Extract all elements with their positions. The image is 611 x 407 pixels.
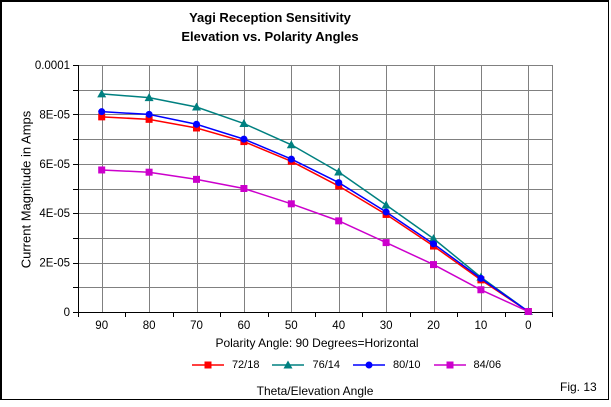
legend-marker-circle-icon: [353, 361, 385, 369]
series-marker-72/18: [145, 115, 153, 123]
x-tick-label: 50: [285, 320, 298, 332]
series-marker-84/06: [145, 168, 153, 176]
chart-title: Yagi Reception Sensitivity Elevation vs.…: [78, 8, 462, 46]
x-tick-label: 70: [190, 320, 203, 332]
series-marker-80/10: [477, 274, 485, 282]
legend-marker-square-icon: [191, 361, 224, 369]
y-tick-label: 8E-05: [39, 109, 70, 121]
series-marker-80/10: [382, 208, 390, 216]
y-tick-label: 0: [64, 307, 70, 319]
x-tick-label: 20: [427, 320, 440, 332]
series-marker-80/10: [287, 155, 295, 163]
series-marker-72/18: [193, 124, 200, 132]
series-marker-84/06: [287, 200, 295, 208]
series-marker-80/10: [193, 120, 200, 128]
series-marker-80/10: [98, 108, 106, 116]
series-marker-72/18: [98, 113, 106, 121]
x-tick-label: 30: [380, 320, 393, 332]
chart-title-line2: Elevation vs. Polarity Angles: [181, 29, 359, 44]
legend-marker-square-icon: [433, 361, 466, 369]
series-marker-84/06: [382, 239, 390, 247]
y-tick-label: 4E-05: [39, 208, 70, 220]
series-line-72/18: [101, 116, 529, 313]
series-marker-76/14: [286, 140, 296, 149]
y-tick-label: 0.0001: [35, 60, 70, 72]
series-line-76/14: [101, 93, 529, 313]
chart-border: [0, 0, 609, 400]
series-line-84/06: [101, 169, 529, 313]
legend: 72/18 76/14 80/10 84/06: [130, 359, 562, 371]
chart-title-line1: Yagi Reception Sensitivity: [189, 10, 351, 25]
x-tick-label: 90: [95, 320, 108, 332]
series-marker-76/14: [429, 234, 438, 243]
series-marker-84/06: [240, 185, 248, 192]
series-marker-80/10: [145, 110, 153, 118]
x-tick-label: 40: [332, 320, 345, 332]
series-line-80/10: [101, 110, 529, 313]
x-tick-label: 10: [475, 320, 488, 332]
legend-item-80/10: 80/10: [352, 359, 421, 371]
y-tick-label: 6E-05: [39, 159, 70, 171]
legend-marker-sample: [446, 361, 454, 369]
legend-marker-triangle-icon: [272, 360, 305, 369]
series-marker-76/14: [192, 102, 201, 111]
series-marker-84/06: [335, 217, 343, 225]
y-tick-label: 2E-05: [39, 258, 70, 270]
series-marker-84/06: [430, 261, 437, 269]
series-marker-80/10: [430, 240, 437, 248]
legend-label: 84/06: [473, 359, 502, 371]
x-tick-label: 0: [525, 320, 531, 332]
series-marker-84/06: [524, 308, 532, 316]
series-marker-84/06: [477, 286, 485, 294]
figure-caption: Fig. 13: [560, 380, 597, 394]
legend-item-76/14: 76/14: [271, 359, 340, 371]
series-marker-76/14: [144, 93, 154, 102]
series-marker-76/14: [381, 200, 391, 209]
series-marker-76/14: [239, 119, 249, 128]
legend-marker-sample: [283, 360, 293, 369]
legend-item-72/18: 72/18: [191, 359, 260, 371]
series-marker-76/14: [334, 167, 344, 176]
x-axis-title: Polarity Angle: 90 Degrees=Horizontal: [215, 336, 419, 350]
series-marker-84/06: [98, 166, 106, 174]
legend-label: 76/14: [312, 359, 340, 371]
series-marker-80/10: [240, 135, 248, 143]
x-tick-label: 60: [238, 320, 251, 332]
legend-title: Theta/Elevation Angle: [256, 384, 374, 398]
legend-item-84/06: 84/06: [433, 359, 502, 371]
x-tick-label: 80: [143, 320, 156, 332]
legend-marker-sample: [204, 361, 212, 369]
legend-marker-sample: [365, 361, 373, 369]
series-marker-84/06: [193, 175, 200, 183]
series-marker-80/10: [335, 179, 343, 187]
legend-label: 72/18: [231, 359, 260, 371]
legend-label: 80/10: [393, 359, 421, 371]
series-marker-76/14: [97, 89, 107, 98]
